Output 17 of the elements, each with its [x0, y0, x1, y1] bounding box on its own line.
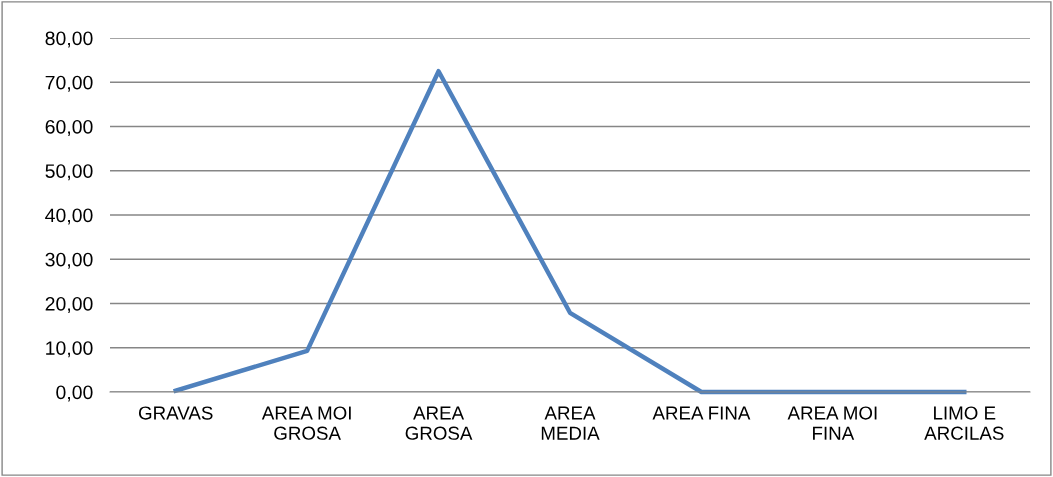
x-tick-label: AREA MOI FINA [787, 406, 877, 440]
x-tick-label: AREA FINA [652, 406, 751, 420]
y-tick-label: 10,00 [46, 341, 93, 358]
y-tick-label: 60,00 [45, 119, 93, 137]
x-tick-label: AREA GROSA [405, 406, 473, 440]
y-tick-label: 30,00 [45, 252, 93, 269]
x-tick-label: LIMO E ARCILAS [924, 406, 1004, 440]
y-tick-label: 20,00 [45, 296, 93, 314]
x-tick-label: AREA MEDIA [541, 406, 600, 440]
y-tick-label: 40,00 [45, 208, 93, 225]
x-tick-label: GRAVAS [138, 406, 213, 420]
line-series [173, 68, 967, 395]
y-tick-label: 0,00 [56, 385, 93, 402]
y-tick-label: 80,00 [45, 31, 93, 48]
y-tick-label: 70,00 [45, 75, 93, 92]
y-tick-label: 50,00 [45, 164, 93, 181]
x-tick-label: AREA MOI GROSA [261, 406, 351, 440]
